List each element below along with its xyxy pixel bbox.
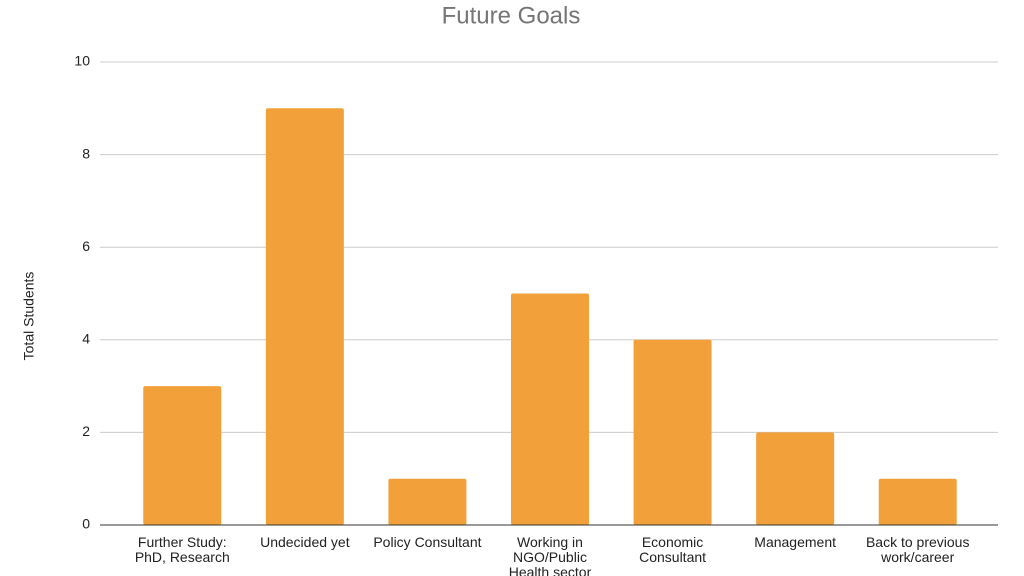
chart-title: Future Goals	[442, 2, 581, 29]
x-tick-label: Undecided yet	[260, 534, 350, 550]
bar	[756, 432, 835, 525]
y-tick-label: 8	[82, 145, 90, 161]
x-tick-label: Management	[754, 534, 836, 550]
bar	[388, 478, 467, 525]
y-axis-title: Total Students	[21, 272, 37, 361]
bar	[633, 339, 712, 525]
bar	[878, 478, 957, 525]
y-tick-label: 6	[82, 238, 90, 254]
y-tick-label: 10	[74, 53, 90, 69]
x-tick-label: Economic Consultant	[639, 534, 707, 565]
y-tick-label: 0	[82, 516, 90, 532]
x-tick-label: Further Study: PhD, Research	[134, 534, 230, 565]
x-tick-label: Working in NGO/Public Health sector	[508, 534, 592, 576]
y-tick-label: 2	[82, 423, 90, 439]
y-tick-label: 4	[82, 331, 90, 347]
x-tick-label: Policy Consultant	[373, 534, 482, 550]
x-tick-label: Back to previous work/career	[865, 534, 970, 565]
bar	[143, 386, 222, 525]
bar	[265, 108, 344, 526]
bar	[511, 293, 589, 525]
